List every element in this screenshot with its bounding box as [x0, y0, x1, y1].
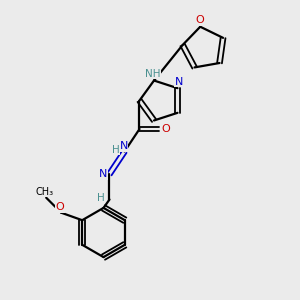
Text: N: N	[175, 76, 183, 87]
Text: O: O	[161, 124, 170, 134]
Text: NH: NH	[145, 69, 160, 79]
Text: H: H	[97, 193, 105, 203]
Text: N: N	[119, 141, 128, 152]
Text: CH₃: CH₃	[36, 187, 54, 197]
Text: O: O	[55, 202, 64, 212]
Text: H: H	[112, 145, 120, 155]
Text: O: O	[196, 15, 205, 25]
Text: N: N	[99, 169, 107, 179]
